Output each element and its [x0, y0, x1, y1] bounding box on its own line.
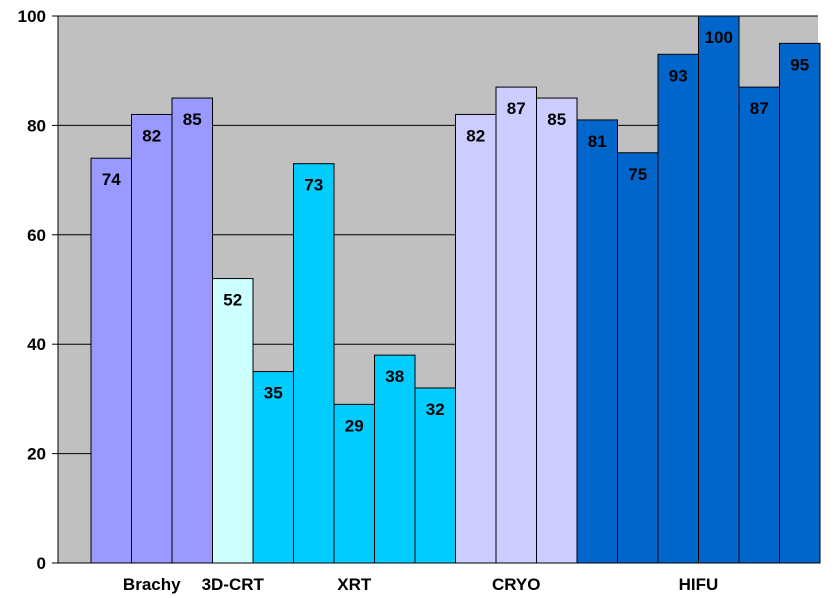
bar-xrt [374, 354, 416, 564]
bar-hifu [576, 119, 618, 564]
y-tick-label: 80 [27, 116, 46, 135]
bar-value-label: 73 [304, 176, 323, 195]
bar-value-label: 52 [223, 291, 242, 310]
bar-brachy [90, 157, 132, 564]
bar-value-label: 82 [466, 126, 485, 145]
bar-value-label: 35 [264, 384, 283, 403]
category-label: HIFU [679, 575, 719, 594]
bar-value-label: 93 [669, 66, 688, 85]
bar-hifu [657, 53, 699, 564]
bar-value-label: 32 [426, 400, 445, 419]
bar-cryo [455, 113, 497, 564]
bar-cryo [495, 86, 537, 564]
bar-value-label: 82 [142, 126, 161, 145]
bar-value-label: 85 [183, 110, 202, 129]
bar-cryo [536, 97, 578, 564]
bar-hifu [779, 42, 821, 564]
category-label: XRT [337, 575, 372, 594]
bar-value-label: 81 [588, 132, 607, 151]
bar-xrt [333, 403, 375, 564]
bar-brachy [131, 113, 173, 564]
bar-xrt [293, 163, 335, 564]
bars [90, 15, 821, 564]
category-label: Brachy [123, 575, 181, 594]
bar-hifu [617, 152, 659, 564]
bar-value-label: 75 [628, 165, 647, 184]
bar-3d-crt [212, 278, 254, 564]
bar-value-labels: 74 82 85 52 35 73 29 38 32 82 87 85 81 75 93 100 87 95 [102, 28, 809, 435]
x-axis-category-labels: Brachy 3D-CRT XRT CRYO HIFU [123, 575, 718, 594]
bar-value-label: 95 [790, 55, 809, 74]
category-label: CRYO [492, 575, 541, 594]
bar-brachy [171, 97, 213, 564]
y-tick-label: 60 [27, 226, 46, 245]
y-axis-ticks: 0 20 40 60 80 100 [18, 7, 58, 573]
bar-value-label: 38 [385, 367, 404, 386]
bar-value-label: 87 [750, 99, 769, 118]
bar-value-label: 100 [705, 28, 733, 47]
bar-value-label: 29 [345, 416, 364, 435]
y-tick-label: 20 [27, 445, 46, 464]
y-tick-label: 0 [37, 554, 46, 573]
bar-hifu [738, 86, 780, 564]
bar-value-label: 85 [547, 110, 566, 129]
bar-value-label: 87 [507, 99, 526, 118]
y-tick-label: 100 [18, 7, 46, 26]
category-label: 3D-CRT [202, 575, 265, 594]
bar-value-label: 74 [102, 170, 121, 189]
bar-hifu [698, 15, 740, 564]
y-tick-label: 40 [27, 335, 46, 354]
